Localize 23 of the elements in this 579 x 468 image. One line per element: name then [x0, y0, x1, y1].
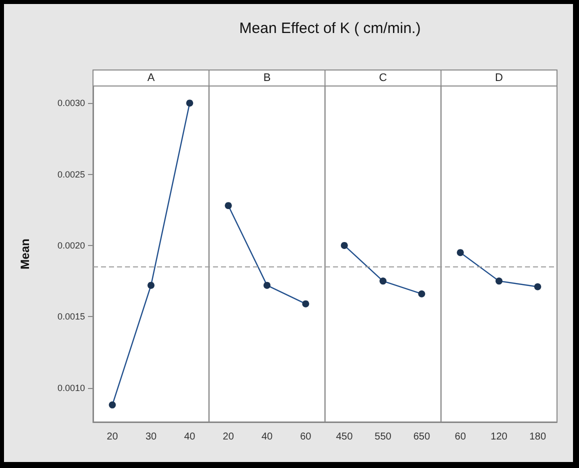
text: B: [263, 72, 271, 84]
x-tick-label: 450: [336, 432, 354, 442]
x-tick-label: 550: [374, 432, 392, 442]
chart-title: Mean Effect of K ( cm/min.): [239, 20, 421, 37]
x-tick-label: 30: [145, 432, 157, 442]
y-tick-label: 0.0020: [57, 240, 85, 250]
x-tick-label: 650: [413, 432, 430, 442]
y-axis-title: Mean: [18, 238, 32, 270]
y-tick-label: 0.0030: [57, 98, 85, 108]
y-tick-label: 0.0010: [57, 382, 85, 393]
x-tick-label: 60: [454, 432, 466, 442]
text: C: [379, 72, 388, 84]
x-tick-label: 120: [490, 432, 508, 442]
x-tick-label: 40: [184, 432, 196, 442]
x-tick-label: 20: [222, 432, 234, 442]
text: A: [147, 72, 156, 84]
y-tick-label: 0.0025: [57, 169, 85, 180]
x-tick-label: 40: [261, 432, 273, 442]
text: D: [495, 72, 504, 84]
x-tick-label: 180: [529, 432, 546, 442]
x-tick-label: 20: [106, 432, 118, 442]
y-tick-label: 0.0015: [57, 312, 85, 322]
x-tick-label: 60: [300, 432, 312, 442]
